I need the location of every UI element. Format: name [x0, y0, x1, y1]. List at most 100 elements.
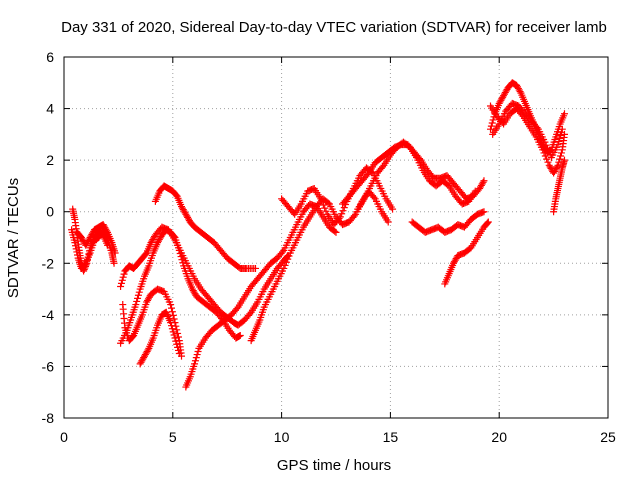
y-tick-label: 6: [46, 49, 54, 65]
series-arc-m: [354, 138, 479, 213]
data-point: [191, 360, 199, 368]
data-point: [541, 152, 549, 160]
data-point: [111, 249, 119, 257]
series-arc-o: [441, 218, 492, 288]
data-point: [554, 141, 562, 149]
series-arc-n: [408, 208, 488, 236]
data-point: [324, 199, 332, 207]
data-point: [144, 346, 152, 354]
data-point: [545, 147, 553, 155]
data-point: [484, 218, 492, 226]
data-point: [171, 334, 179, 342]
y-axis-ticks: -8 -6 -4 -2 0 2 4 6: [42, 49, 608, 426]
data-point: [331, 227, 339, 235]
series-arc-f: [117, 226, 244, 347]
data-point: [192, 354, 200, 362]
data-point: [133, 297, 141, 305]
data-point: [317, 195, 325, 203]
data-point: [487, 122, 495, 130]
data-point: [281, 261, 289, 269]
data-point: [284, 255, 292, 263]
data-point: [379, 163, 387, 171]
x-tick-label: 25: [600, 429, 616, 445]
data-point: [516, 88, 524, 96]
data-point: [172, 337, 180, 345]
data-point: [167, 301, 175, 309]
data-point: [338, 210, 346, 218]
data-point: [389, 205, 397, 213]
data-point: [560, 110, 568, 118]
data-point: [350, 212, 358, 220]
y-tick-label: -6: [42, 358, 55, 374]
series-arc-g: [136, 308, 183, 368]
data-point: [543, 155, 551, 163]
data-point: [236, 331, 244, 339]
data-point: [483, 219, 491, 227]
data-point: [174, 343, 182, 351]
data-point: [489, 116, 497, 124]
data-point: [191, 357, 199, 365]
y-tick-label: 2: [46, 152, 54, 168]
x-tick-label: 15: [383, 429, 399, 445]
data-point: [544, 144, 552, 152]
chart-title: Day 331 of 2020, Sidereal Day-to-day VTE…: [61, 19, 607, 36]
data-point: [167, 319, 175, 327]
y-tick-label: 0: [46, 204, 54, 220]
data-point: [280, 264, 288, 272]
data-point: [332, 228, 340, 236]
data-point: [179, 259, 187, 267]
x-axis-ticks: 0 5 10 15 20 25: [60, 57, 616, 445]
y-axis-label: SDTVAR / TECUs: [5, 178, 22, 298]
data-point: [557, 128, 565, 136]
data-point: [557, 149, 565, 157]
plot-frame: [63, 56, 609, 419]
data-point: [168, 325, 176, 333]
data-point: [370, 193, 378, 201]
data-point: [176, 249, 184, 257]
data-point: [542, 141, 550, 149]
data-point: [246, 310, 254, 318]
data-point: [193, 351, 201, 359]
data-point: [84, 253, 92, 261]
data-point: [82, 261, 90, 269]
data-point: [85, 250, 93, 258]
x-tick-label: 20: [491, 429, 507, 445]
data-point: [321, 204, 329, 212]
data-point: [557, 152, 565, 160]
data-point: [479, 178, 487, 186]
series-arc-c: [73, 221, 119, 257]
series-arc-r: [489, 99, 566, 162]
data-point: [282, 258, 290, 266]
data-point: [557, 131, 565, 139]
data-point: [170, 331, 178, 339]
data-point: [322, 207, 330, 215]
data-point: [533, 124, 541, 132]
data-point: [175, 246, 183, 254]
data-point: [541, 138, 549, 146]
data-point: [71, 239, 79, 247]
x-tick-label: 5: [169, 429, 177, 445]
data-point: [117, 279, 125, 287]
data-point: [285, 252, 293, 260]
data-point: [81, 264, 89, 272]
series-arc-q: [486, 102, 568, 177]
data-point: [471, 187, 479, 195]
data-point: [363, 171, 371, 179]
data-point: [384, 218, 392, 226]
x-tick-label: 0: [60, 429, 68, 445]
data-point: [118, 276, 126, 284]
data-point: [103, 227, 111, 235]
y-tick-label: -8: [42, 410, 55, 426]
data-point: [167, 304, 175, 312]
data-point: [80, 267, 88, 275]
data-point: [278, 248, 286, 256]
data-point: [174, 333, 182, 341]
data-point: [169, 311, 177, 319]
data-point: [318, 198, 326, 206]
data-point: [120, 270, 128, 278]
data-point: [167, 322, 175, 330]
data-point: [556, 155, 564, 163]
data-point: [80, 265, 88, 273]
data-point: [558, 125, 566, 133]
